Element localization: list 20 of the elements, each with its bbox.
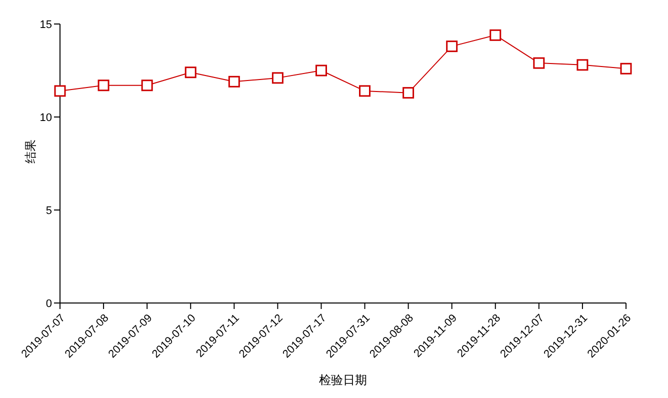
point xyxy=(184,66,196,78)
point xyxy=(402,87,414,99)
y-tick-label: 5 xyxy=(46,204,52,217)
point xyxy=(141,80,153,92)
y-tick-label: 10 xyxy=(40,112,52,124)
point xyxy=(315,64,327,76)
point xyxy=(272,72,284,84)
point xyxy=(228,76,240,88)
x-axis-title: 检验日期 xyxy=(319,373,367,387)
y-tick-label: 0 xyxy=(46,298,52,310)
point xyxy=(576,59,588,71)
point xyxy=(533,57,545,69)
point xyxy=(359,85,371,97)
point xyxy=(620,62,632,74)
y-axis-title: 结果 xyxy=(23,140,38,164)
point xyxy=(98,80,110,92)
y-tick-label: 15 xyxy=(40,18,52,31)
point xyxy=(490,29,502,41)
point xyxy=(446,40,458,52)
point xyxy=(54,85,66,97)
